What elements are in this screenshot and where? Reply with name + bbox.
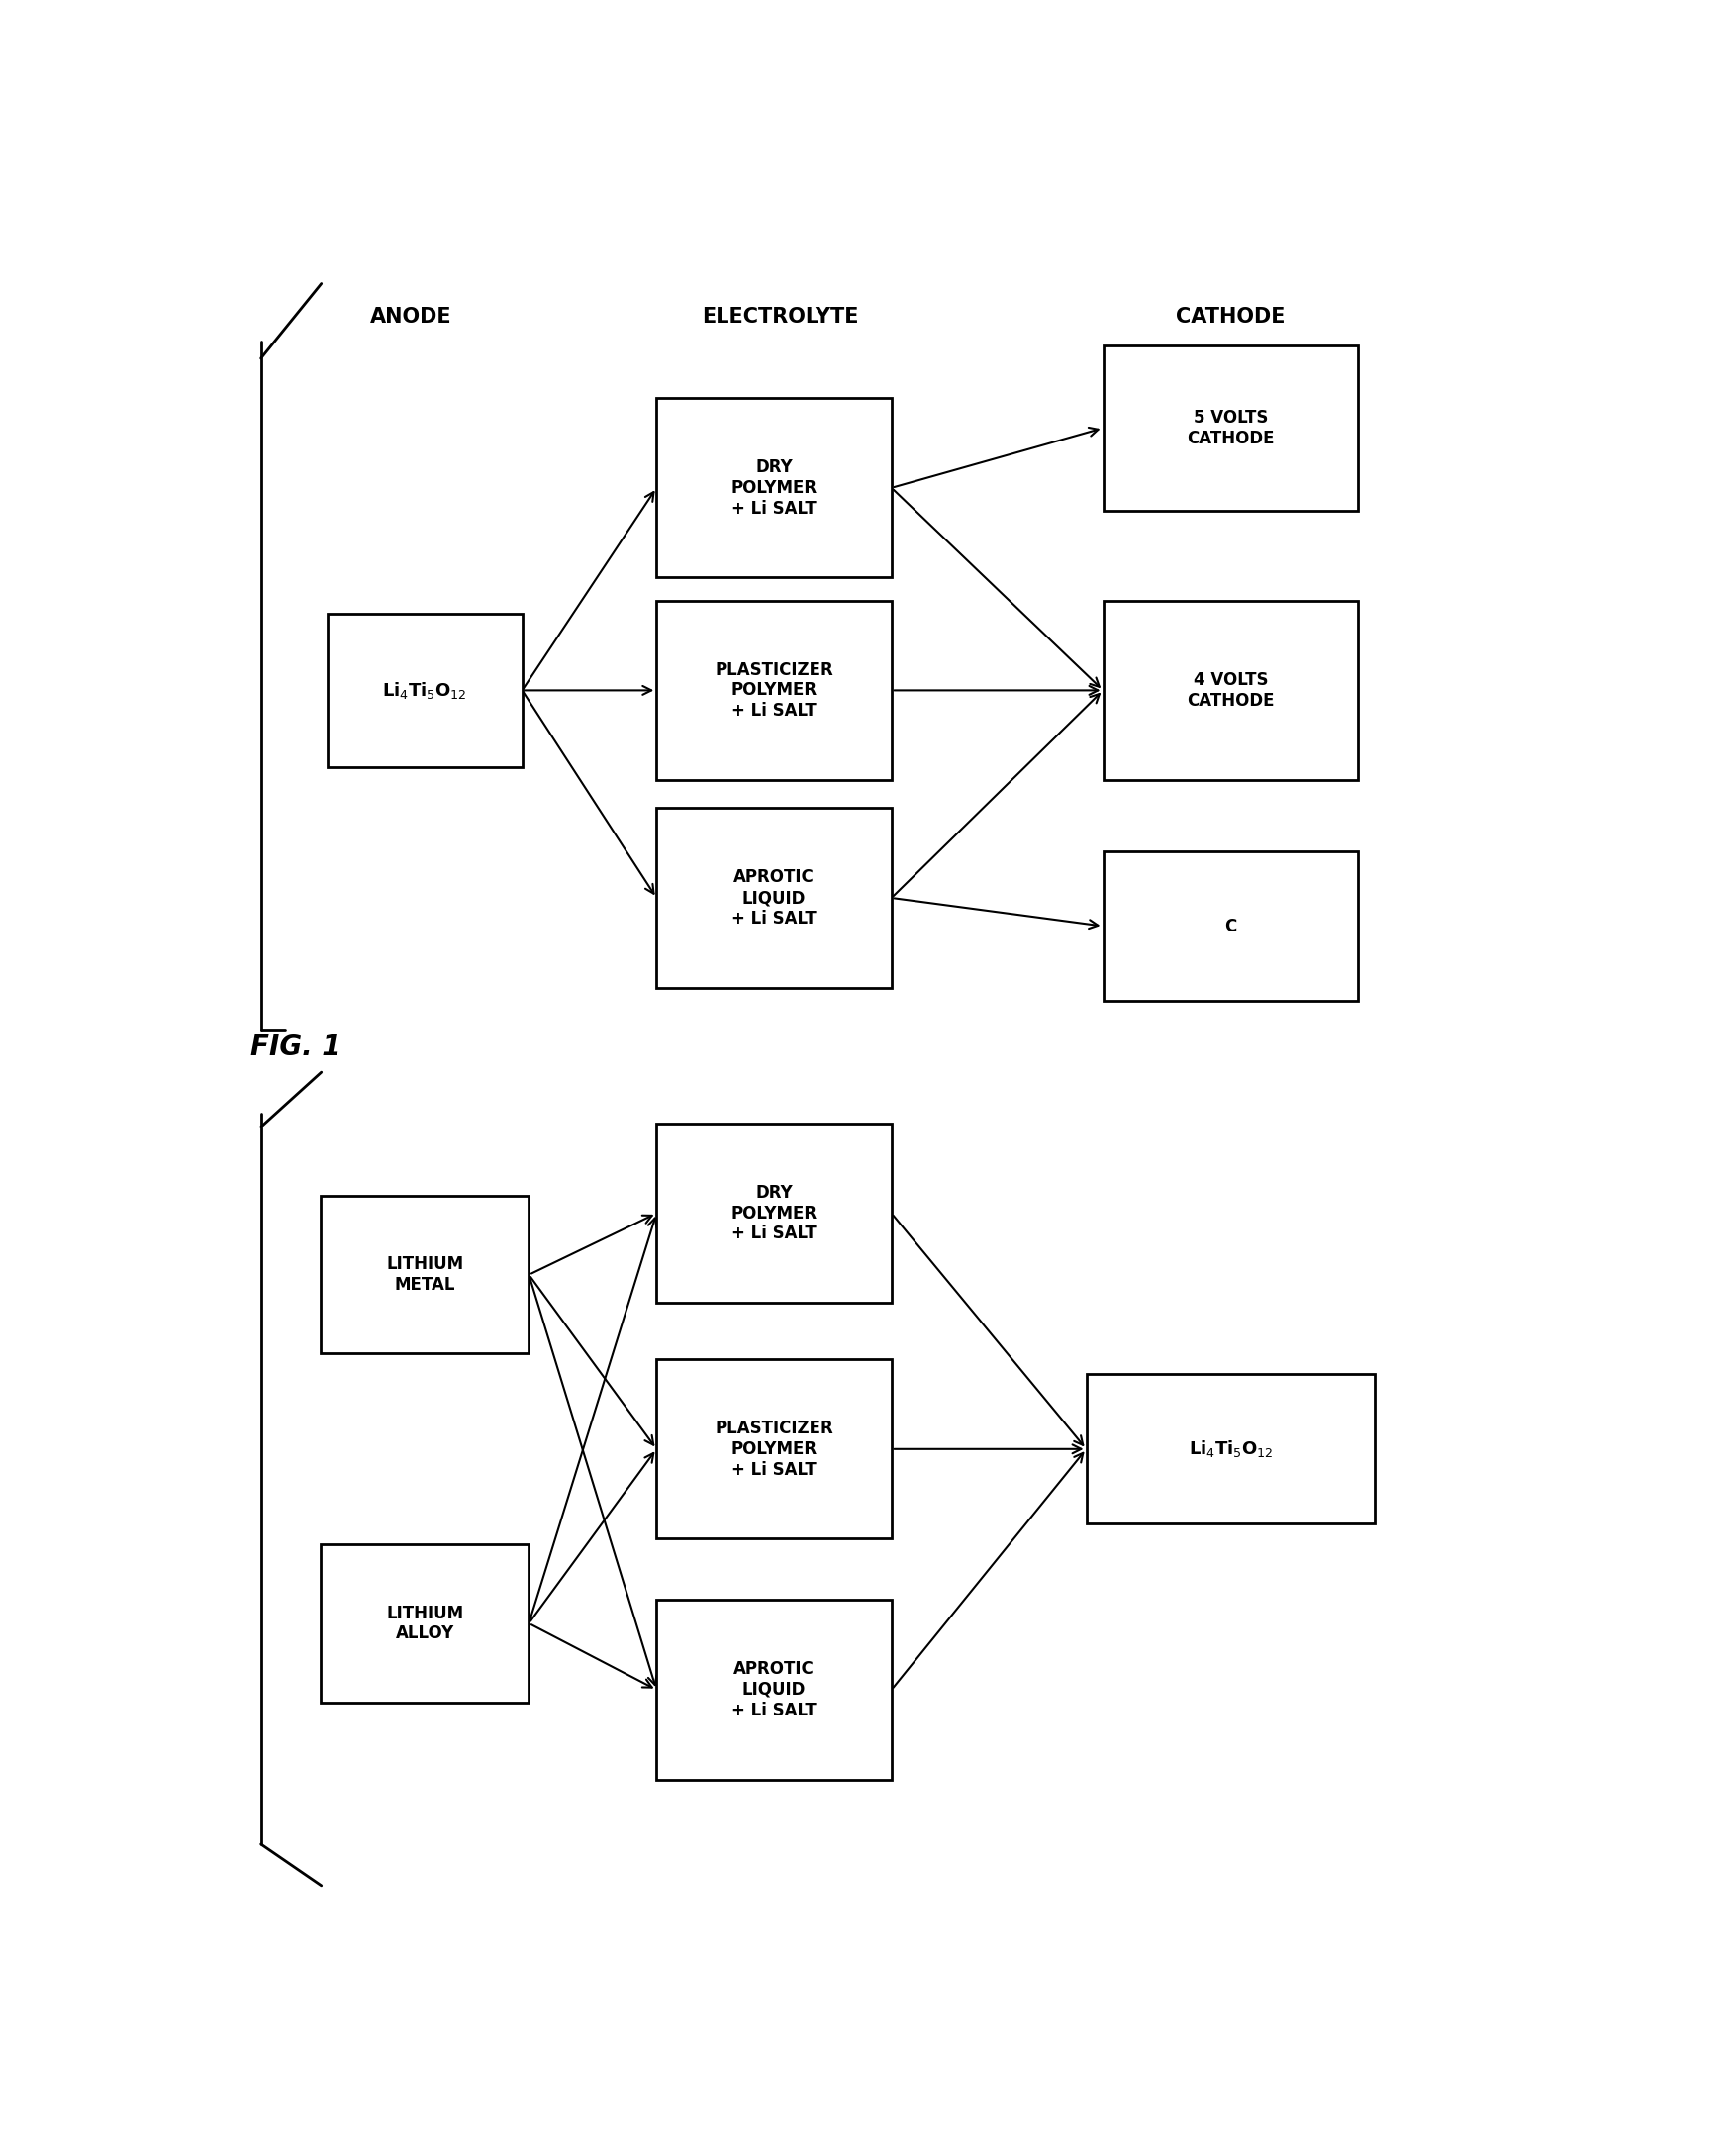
Text: Li$_4$Ti$_5$O$_{12}$: Li$_4$Ti$_5$O$_{12}$ [383, 679, 468, 701]
Text: APROTIC
LIQUID
+ Li SALT: APROTIC LIQUID + Li SALT [731, 1660, 816, 1718]
Text: Li$_4$Ti$_5$O$_{12}$: Li$_4$Ti$_5$O$_{12}$ [1189, 1438, 1274, 1460]
Bar [657, 399, 891, 578]
Text: LITHIUM
METAL: LITHIUM METAL [386, 1255, 463, 1294]
Bar [657, 1600, 891, 1779]
Bar [657, 1360, 891, 1539]
Text: DRY
POLYMER
+ Li SALT: DRY POLYMER + Li SALT [731, 1184, 818, 1242]
Text: LITHIUM
ALLOY: LITHIUM ALLOY [386, 1604, 463, 1643]
Bar [657, 602, 891, 780]
Text: 5 VOLTS
CATHODE: 5 VOLTS CATHODE [1187, 410, 1274, 446]
Bar [657, 1123, 891, 1302]
Text: 4 VOLTS
CATHODE: 4 VOLTS CATHODE [1187, 671, 1274, 709]
Text: ANODE: ANODE [371, 306, 452, 328]
Bar [657, 808, 891, 987]
Bar [1104, 345, 1359, 511]
Text: FIG. 1: FIG. 1 [250, 1033, 341, 1061]
Bar [321, 1544, 529, 1703]
Bar [1087, 1373, 1374, 1524]
Text: DRY
POLYMER
+ Li SALT: DRY POLYMER + Li SALT [731, 459, 818, 517]
Text: ELECTROLYTE: ELECTROLYTE [702, 306, 860, 328]
Bar [328, 614, 522, 768]
Text: C: C [1225, 916, 1237, 936]
Text: CATHODE: CATHODE [1177, 306, 1286, 328]
Text: APROTIC
LIQUID
+ Li SALT: APROTIC LIQUID + Li SALT [731, 869, 816, 927]
Bar [321, 1197, 529, 1354]
Bar [1104, 852, 1359, 1000]
Text: PLASTICIZER
POLYMER
+ Li SALT: PLASTICIZER POLYMER + Li SALT [714, 1419, 834, 1479]
Bar [1104, 602, 1359, 780]
Text: PLASTICIZER
POLYMER
+ Li SALT: PLASTICIZER POLYMER + Li SALT [714, 662, 834, 720]
